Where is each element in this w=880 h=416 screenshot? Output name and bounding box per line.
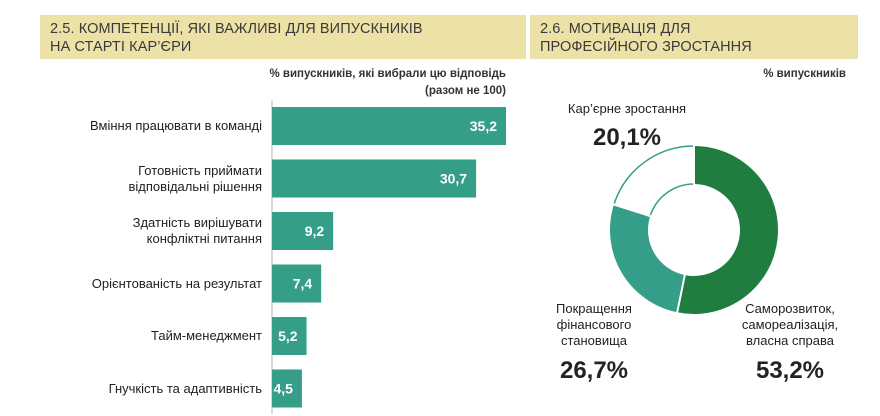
bar-value-label: 5,2 <box>278 328 298 344</box>
donut-slice-label: становища <box>561 333 628 348</box>
donut-slice <box>610 204 685 313</box>
bar-category-label-line: відповідальні рішення <box>128 178 262 194</box>
bar-chart-unit-note: % випускників, які вибрали цю відповідь … <box>206 66 506 100</box>
bar-chart-unit-note-line2: (разом не 100) <box>425 85 506 97</box>
bar <box>272 369 302 408</box>
donut-slice-value: 20,1% <box>593 124 661 151</box>
donut-separator <box>612 203 652 218</box>
donut-slice-label: Саморозвиток, <box>745 301 835 316</box>
bar-category-label-line: Орієнтованість на результат <box>91 275 262 291</box>
donut-slice-label: фінансового <box>557 317 632 332</box>
donut-chart-title: 2.6. МОТИВАЦІЯ ДЛЯ ПРОФЕСІЙНОГО ЗРОСТАНН… <box>530 15 858 59</box>
bar-category-label: Гнучкість та адаптивність <box>42 381 262 397</box>
donut-slice-value: 53,2% <box>756 357 824 384</box>
bar-category-label-line: конфліктні питання <box>146 231 262 246</box>
bar-category-label: Готовність приймати відповідальні рішення <box>42 163 262 195</box>
bar-category-label-line: Гнучкість та адаптивність <box>108 380 262 396</box>
donut-slice-label: власна справа <box>746 333 835 348</box>
bar <box>272 212 334 250</box>
bar-chart-title-line2: НА СТАРТІ КАР’ЄРИ <box>50 39 192 55</box>
bar <box>272 264 322 303</box>
donut-slice-label: Кар’єрне зростання <box>568 101 686 116</box>
donut-slice <box>677 146 779 314</box>
bar-category-label: Орієнтованість на результат <box>42 276 262 292</box>
bar-category-label: Вміння працювати в команді <box>42 118 262 134</box>
donut-slice <box>613 145 695 218</box>
bar <box>272 317 307 355</box>
bar <box>272 159 477 198</box>
donut-chart-title-line1: 2.6. МОТИВАЦІЯ ДЛЯ <box>540 21 691 37</box>
bar-value-label: 7,4 <box>293 276 313 292</box>
bar-category-label-line: Здатність вирішувати <box>132 215 262 230</box>
bar-value-label: 35,2 <box>470 118 497 134</box>
bar <box>272 107 506 145</box>
donut-slice-value: 26,7% <box>560 357 628 384</box>
donut-chart-title-line2: ПРОФЕСІЙНОГО ЗРОСТАННЯ <box>540 39 752 55</box>
donut-separator <box>676 273 686 314</box>
bar-value-label: 4,5 <box>273 381 293 397</box>
bar-value-label: 30,7 <box>440 171 467 187</box>
bar-category-label-line: Вміння працювати в команді <box>90 118 262 133</box>
bar-chart-unit-note-line1: % випускників, які вибрали цю відповідь <box>269 68 506 80</box>
bar-category-label-line: Готовність приймати <box>138 162 262 178</box>
donut-chart-unit-note: % випускників <box>763 68 846 80</box>
donut-slice-label: Покращення <box>556 301 632 316</box>
bar-category-label: Тайм-менеджмент <box>42 328 262 344</box>
bar-category-label-line: Тайм-менеджмент <box>151 328 262 343</box>
bar-value-label: 9,2 <box>305 223 325 239</box>
bar-chart-title: 2.5. КОМПЕТЕНЦІЇ, ЯКІ ВАЖЛИВІ ДЛЯ ВИПУСК… <box>40 15 526 59</box>
bar-category-label: Здатність вирішувати конфліктні питання <box>42 215 262 247</box>
donut-slice-label: самореалізація, <box>742 317 838 332</box>
bar-chart-title-line1: 2.5. КОМПЕТЕНЦІЇ, ЯКІ ВАЖЛИВІ ДЛЯ ВИПУСК… <box>50 21 423 37</box>
